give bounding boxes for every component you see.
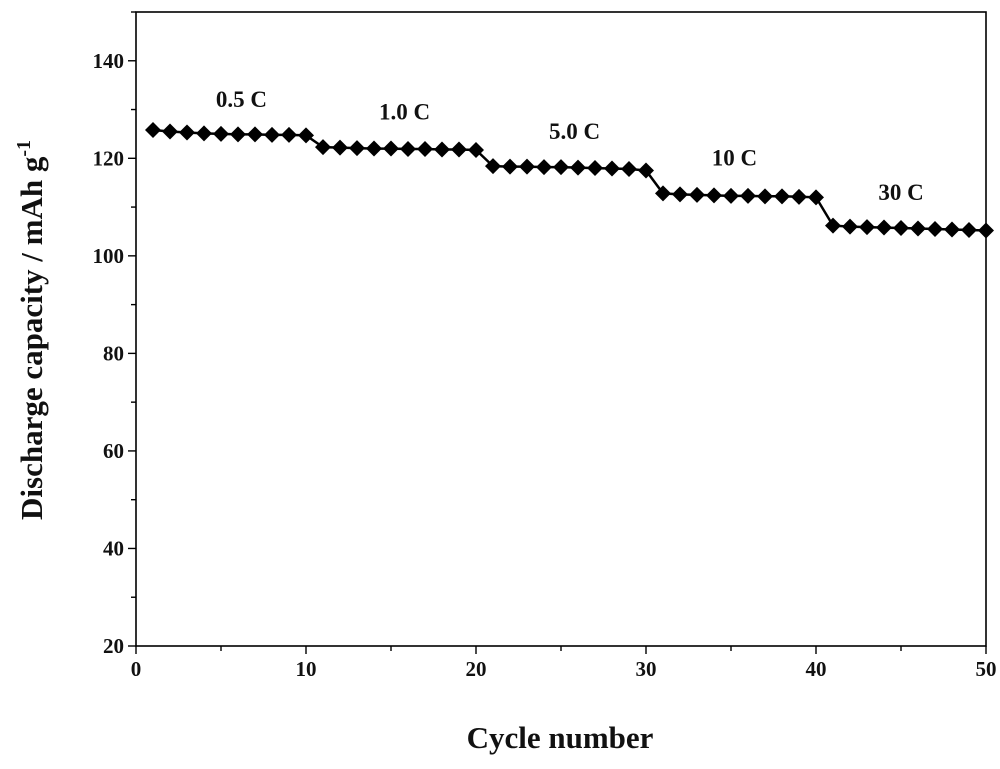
data-point <box>434 141 450 158</box>
x-tick-label: 10 <box>296 657 317 681</box>
y-tick-label: 80 <box>103 341 124 365</box>
data-point <box>791 188 807 205</box>
rate-annotation: 10 C <box>712 146 757 171</box>
rate-annotation: 0.5 C <box>216 87 267 112</box>
data-point <box>383 140 399 157</box>
plot-area: 0 10 20 30 40 50 20 40 60 80 100 120 140 0.5 C 1.0 C 5.… <box>93 11 997 681</box>
data-point <box>774 188 790 205</box>
data-point <box>145 122 161 139</box>
data-point <box>638 162 654 179</box>
data-point <box>417 141 433 158</box>
data-point <box>536 159 552 176</box>
data-point <box>893 220 909 237</box>
data-point <box>961 221 977 238</box>
series-line <box>152 128 987 232</box>
x-tick-label: 40 <box>806 657 827 681</box>
rate-annotation: 5.0 C <box>549 119 600 144</box>
data-point <box>230 126 246 143</box>
data-point <box>502 158 518 175</box>
data-point <box>978 222 994 239</box>
y-tick-label: 40 <box>103 536 124 560</box>
data-point <box>910 220 926 237</box>
data-point <box>315 139 331 156</box>
y-tick-label: 100 <box>93 244 125 268</box>
data-point <box>570 159 586 176</box>
x-tick-label: 30 <box>636 657 657 681</box>
svg-text:Discharge capacity / mAh g-1: Discharge capacity / mAh g-1 <box>13 140 49 520</box>
data-point <box>179 124 195 141</box>
rate-annotation: 1.0 C <box>379 99 430 124</box>
data-point <box>757 188 773 205</box>
y-tick-label: 120 <box>93 146 125 170</box>
data-point <box>553 159 569 176</box>
rate-annotation: 30 C <box>878 180 923 205</box>
data-point <box>264 126 280 143</box>
data-point <box>859 219 875 236</box>
data-point <box>485 158 501 175</box>
data-point <box>808 189 824 206</box>
data-point <box>213 125 229 142</box>
data-point <box>451 141 467 158</box>
x-tick-label: 20 <box>466 657 487 681</box>
data-point <box>842 218 858 235</box>
data-point <box>604 160 620 177</box>
data-point <box>655 185 671 202</box>
data-point <box>281 126 297 143</box>
y-axis-title-main: Discharge capacity / mAh g <box>14 156 49 520</box>
data-point <box>468 142 484 159</box>
data-point <box>723 187 739 204</box>
data-point <box>366 140 382 157</box>
y-tick-label: 20 <box>103 634 124 658</box>
data-point <box>519 158 535 175</box>
data-point <box>298 127 314 144</box>
data-point <box>247 126 263 143</box>
data-point <box>689 186 705 203</box>
x-tick-label: 0 <box>131 657 142 681</box>
data-point <box>876 219 892 236</box>
data-point <box>825 217 841 234</box>
data-point <box>196 125 212 142</box>
data-point <box>332 139 348 156</box>
data-point <box>672 186 688 203</box>
data-point <box>944 221 960 238</box>
data-point <box>587 160 603 177</box>
y-tick-label: 140 <box>93 49 125 73</box>
data-point <box>927 221 943 238</box>
x-axis-title: Cycle number <box>467 720 654 755</box>
y-tick-label: 60 <box>103 439 124 463</box>
data-point <box>621 161 637 178</box>
y-axis-title: Discharge capacity / mAh g-1 <box>13 140 49 520</box>
data-point <box>740 187 756 204</box>
x-tick-label: 50 <box>976 657 997 681</box>
data-point <box>349 140 365 157</box>
data-point <box>400 141 416 158</box>
y-axis-title-superscript: -1 <box>13 140 35 157</box>
data-point <box>162 123 178 140</box>
data-point <box>706 187 722 204</box>
